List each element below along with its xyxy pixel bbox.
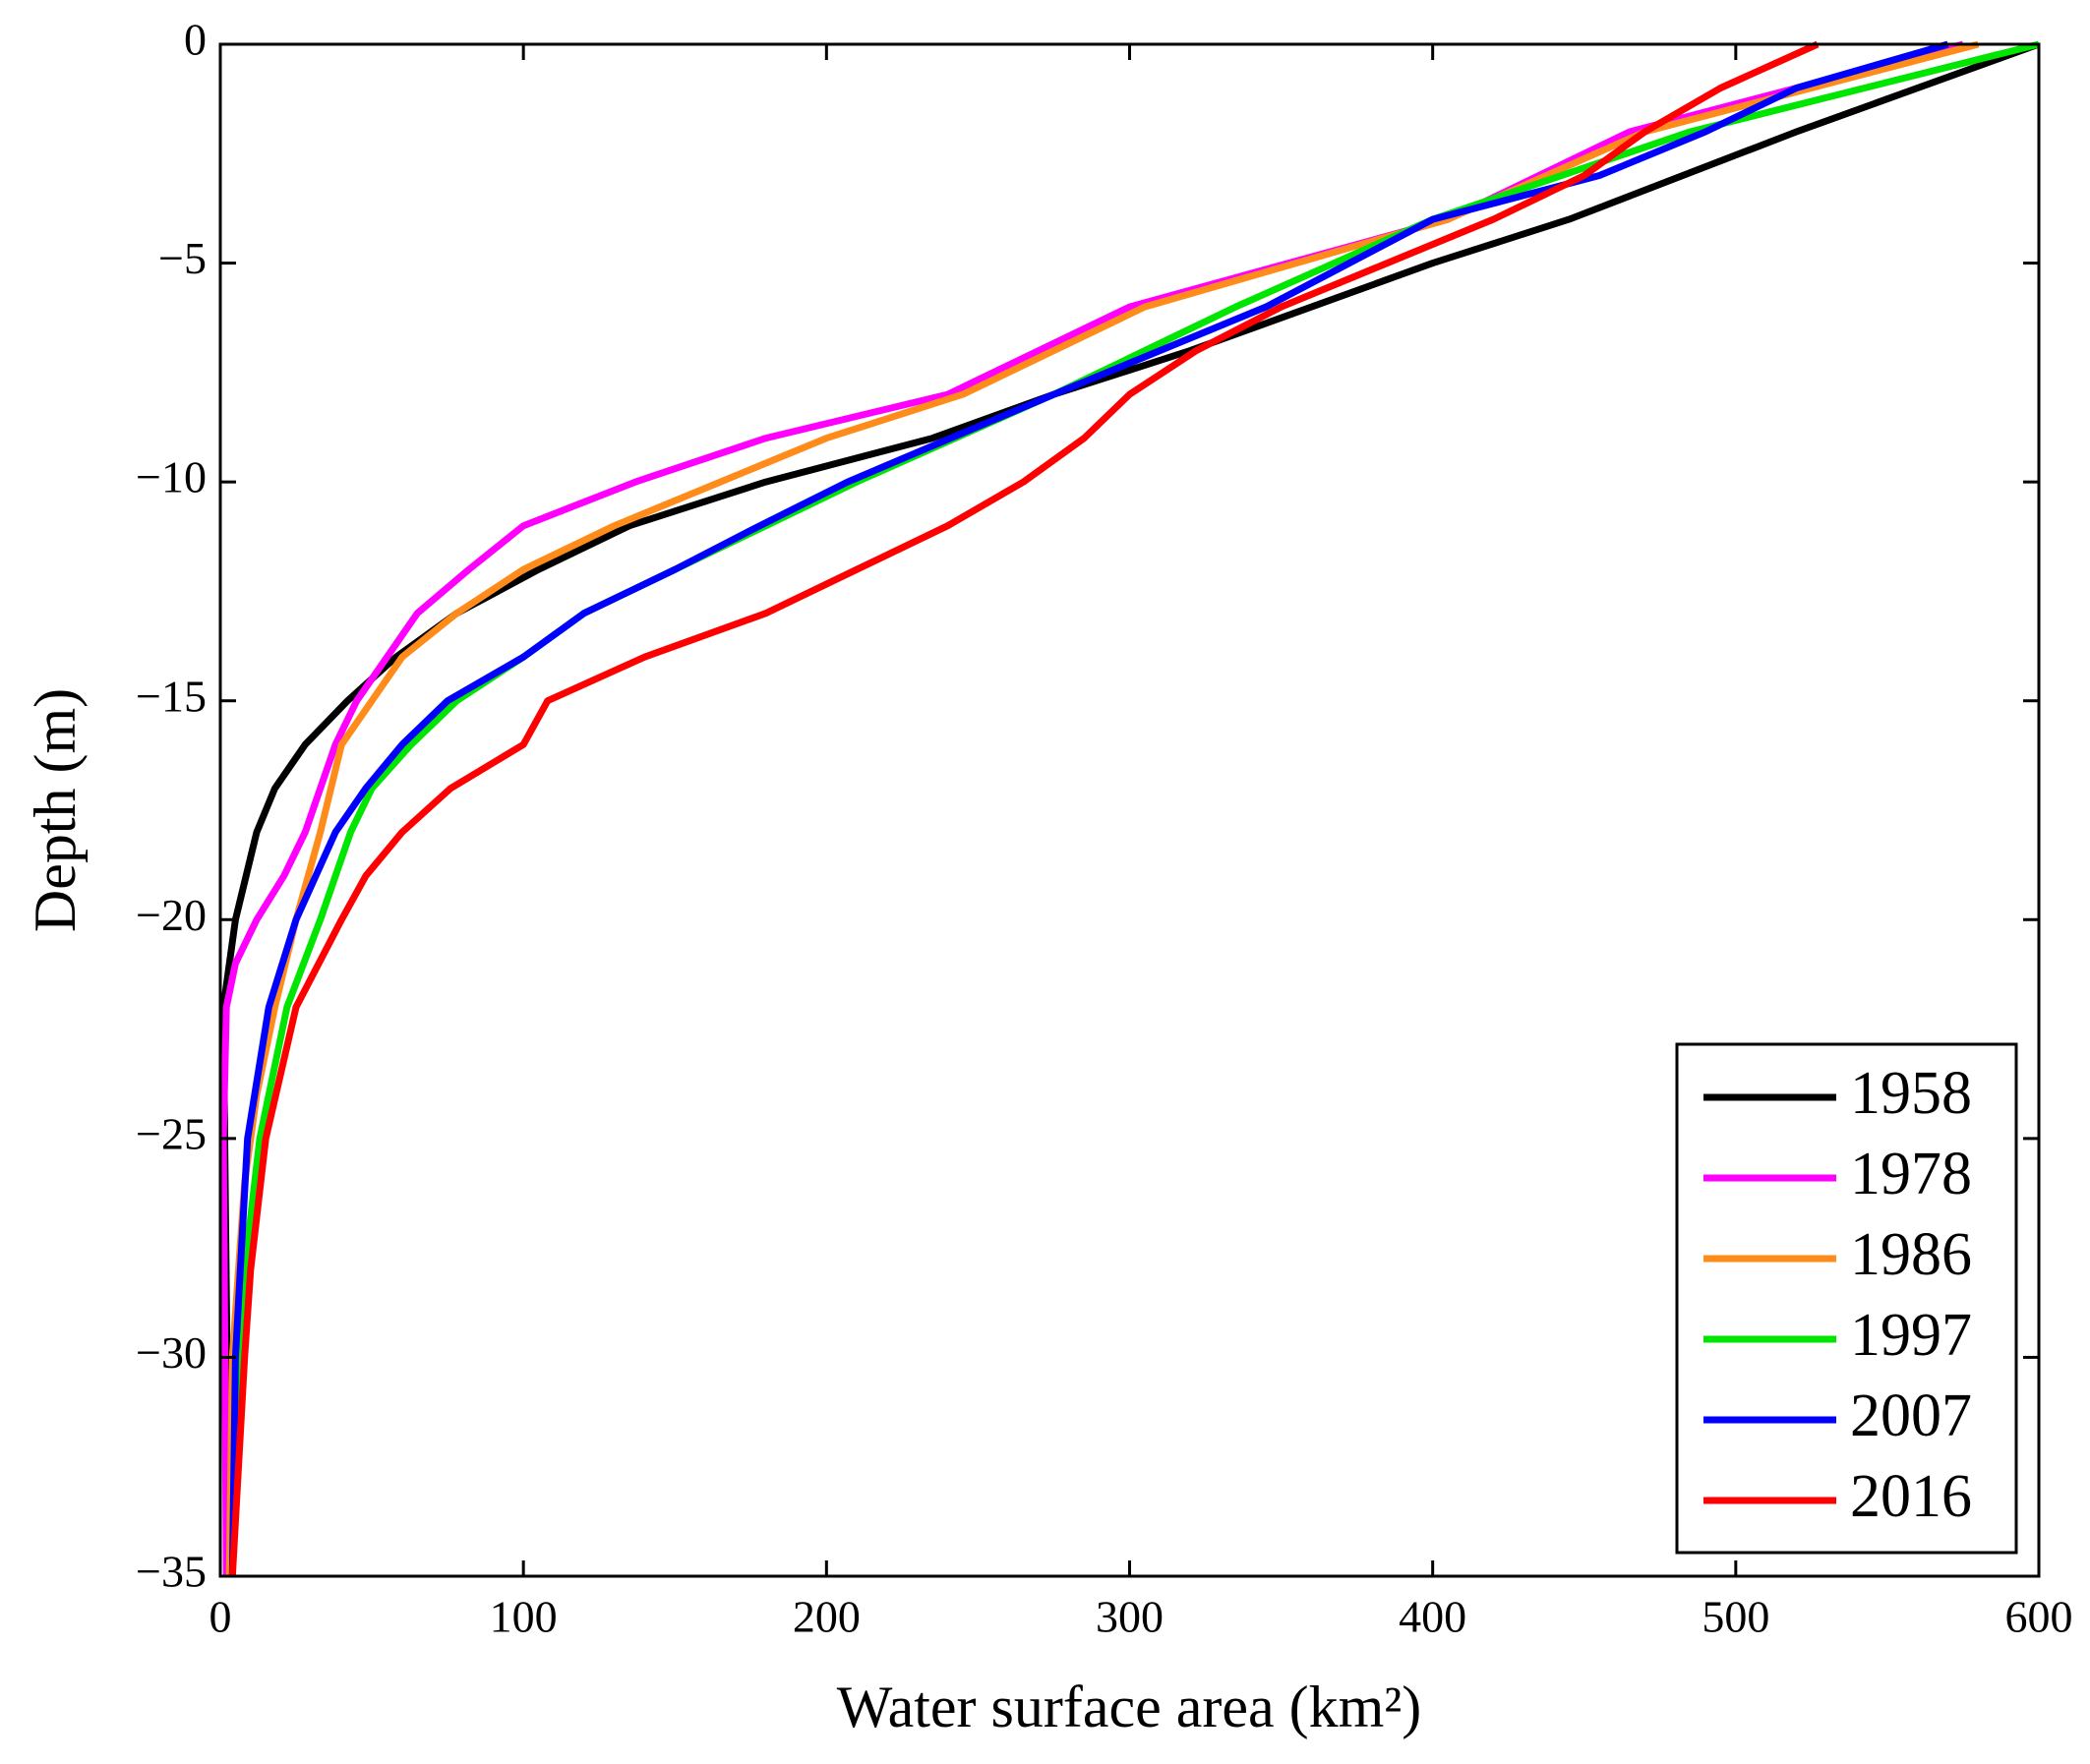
legend-box [1675,1042,2018,1555]
y-tick-label: −25 [136,1108,207,1158]
y-axis-label: Depth (m) [23,688,88,932]
series-line [228,40,1820,1577]
x-tick-label: 500 [1702,1592,1769,1642]
x-tick-label: 0 [209,1592,232,1642]
legend-label: 1958 [1850,1060,1972,1127]
legend-label: 1978 [1850,1141,1972,1207]
series-line [228,40,1949,1577]
legend-label: 2007 [1850,1382,1972,1449]
legend-label: 1997 [1850,1302,1972,1369]
x-tick-label: 300 [1096,1592,1164,1642]
legend-label: 2016 [1850,1463,1972,1530]
series-line [219,40,2041,1577]
series-line [219,40,1964,1577]
x-tick-label: 100 [490,1592,558,1642]
y-tick-label: −5 [158,233,207,283]
y-tick-label: −15 [136,671,207,721]
y-tick-label: −35 [136,1547,207,1597]
x-tick-label: 200 [793,1592,861,1642]
y-tick-label: −20 [136,890,207,940]
x-tick-label: 600 [2005,1592,2073,1642]
x-axis-label: Water surface area (km²) [837,1675,1421,1739]
y-tick-label: −10 [136,452,207,502]
legend-label: 1986 [1850,1221,1972,1288]
y-tick-label: −30 [136,1327,207,1378]
y-tick-label: 0 [184,15,207,65]
x-tick-label: 400 [1399,1592,1466,1642]
